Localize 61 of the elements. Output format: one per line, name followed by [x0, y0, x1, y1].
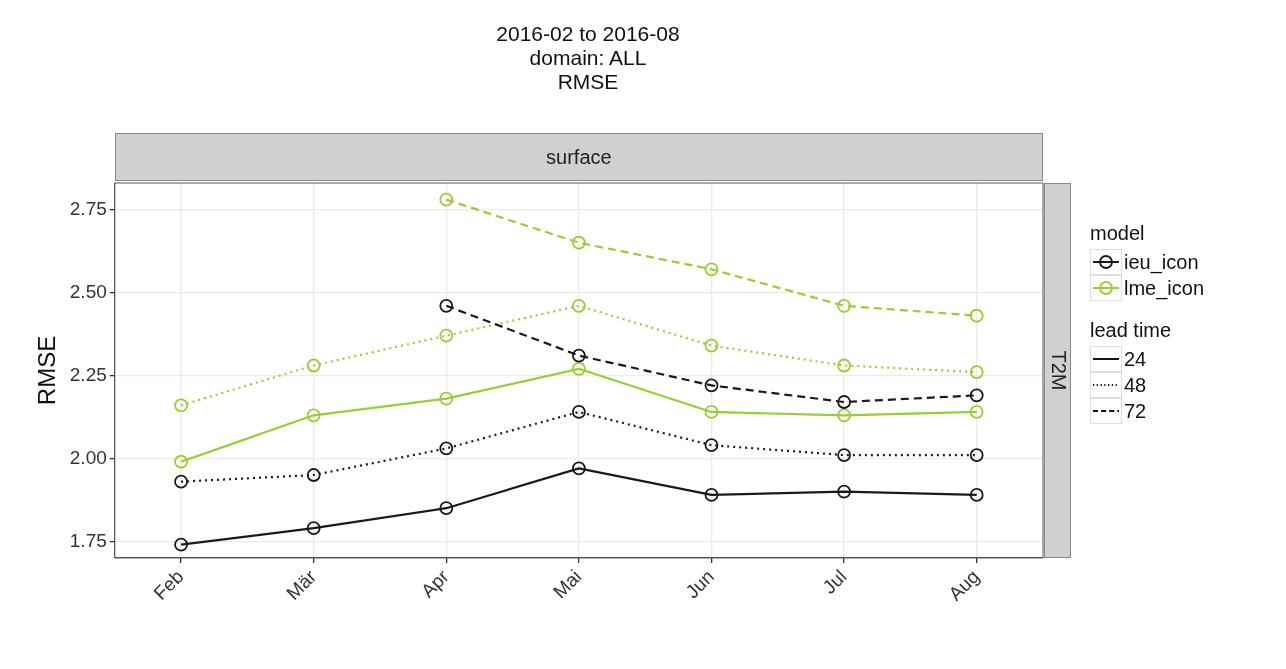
point: [174, 474, 188, 489]
text: 72: [1124, 399, 1147, 423]
point: [571, 461, 586, 476]
x-tick-label: Mai: [548, 565, 586, 603]
point: [837, 408, 851, 423]
text: surface: [546, 145, 612, 169]
point: [439, 192, 454, 207]
point: [704, 338, 719, 353]
point: [704, 488, 719, 502]
point: [306, 358, 321, 373]
x-tick-label: Aug: [944, 565, 984, 605]
x-tick-label: Jun: [681, 565, 719, 603]
point: [439, 328, 454, 343]
legend-title: model: [1090, 222, 1146, 245]
text: 48: [1124, 373, 1147, 397]
point: [174, 537, 188, 552]
point: [704, 378, 719, 393]
point: [837, 298, 851, 313]
point: [969, 448, 984, 462]
x-tick-label: Apr: [417, 565, 454, 602]
point: [439, 441, 454, 456]
point: [174, 454, 188, 469]
point: [439, 298, 454, 313]
y-tick-label: 2.50: [69, 280, 107, 302]
y-tick-label: 1.75: [69, 529, 107, 551]
point: [306, 521, 321, 536]
x-tick-label: Mär: [282, 565, 321, 604]
point: [571, 348, 586, 363]
point: [704, 405, 719, 419]
x-tick-label: Feb: [149, 565, 188, 604]
point: [704, 262, 719, 277]
point: [837, 484, 851, 499]
point: [969, 388, 984, 403]
x-tick-label: Jul: [818, 565, 851, 598]
legend-label: ieu_icon: [1124, 250, 1199, 274]
point: [571, 235, 586, 250]
point: [306, 408, 321, 423]
point: [969, 405, 984, 419]
text: T2M: [1046, 350, 1069, 391]
point: [571, 361, 586, 376]
point: [439, 391, 454, 406]
point: [969, 488, 984, 502]
point: [837, 395, 851, 409]
point: [837, 448, 851, 462]
y-axis-title: RMSE: [33, 335, 61, 406]
point: [571, 405, 586, 419]
point: [571, 298, 586, 313]
point: [969, 365, 984, 380]
y-tick-label: 2.75: [69, 197, 107, 219]
chart-title: 2016-02 to 2016-08 domain: ALL RMSE: [495, 22, 681, 94]
point: [439, 501, 454, 516]
point: [306, 468, 321, 482]
point: [837, 358, 851, 373]
text: 24: [1124, 347, 1147, 371]
point: [704, 438, 719, 453]
y-tick-label: 2.00: [69, 446, 107, 468]
y-tick-label: 2.25: [69, 363, 107, 385]
point: [969, 308, 984, 323]
legend-label: lme_icon: [1124, 276, 1205, 300]
text: lead time: [1090, 319, 1173, 342]
point: [174, 398, 188, 413]
